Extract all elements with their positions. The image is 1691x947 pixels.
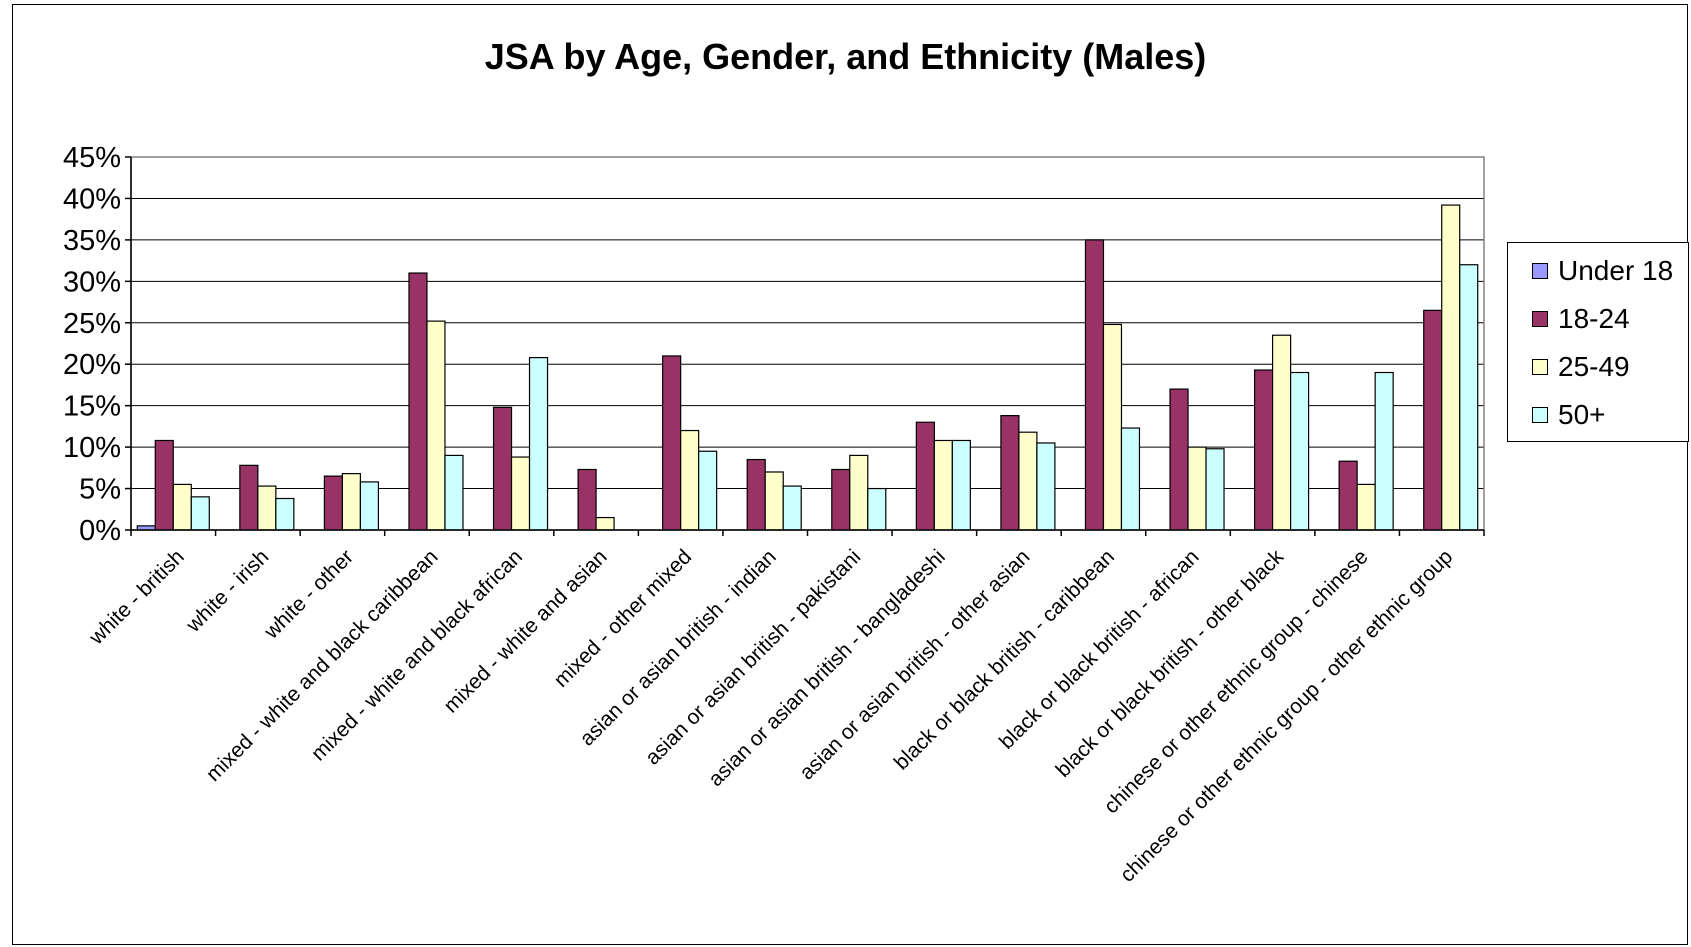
bar-18-24-mixed-white-and-asian bbox=[577, 468, 597, 531]
bar-25-49-white-irish bbox=[257, 485, 277, 531]
y-tick-label: 5% bbox=[79, 474, 121, 506]
y-tick-label: 0% bbox=[79, 515, 121, 547]
bar-18-24-asian-or-asian-british-indian bbox=[746, 458, 766, 531]
axes bbox=[125, 156, 1485, 536]
legend-label-18-24: 18-24 bbox=[1558, 303, 1630, 334]
bar-50-black-or-black-british-african bbox=[1205, 448, 1225, 531]
bar-50-asian-or-asian-british-bangladeshi bbox=[951, 439, 971, 531]
bar-50-black-or-black-british-caribbean bbox=[1120, 427, 1141, 531]
bar-25-49-mixed-white-and-black-african bbox=[510, 456, 531, 531]
y-tick-label: 45% bbox=[63, 142, 121, 174]
x-tick-label: white - irish bbox=[181, 545, 273, 637]
y-tick-label: 25% bbox=[63, 308, 121, 340]
bar-50-mixed-white-and-black-african bbox=[528, 356, 549, 531]
x-tick-label: mixed - white and asian bbox=[439, 545, 611, 717]
y-tick-label: 35% bbox=[63, 225, 121, 257]
bar-18-24-asian-or-asian-british-other-asian bbox=[1000, 415, 1020, 531]
bar-18-24-white-irish bbox=[239, 464, 259, 531]
y-tick-label: 40% bbox=[63, 183, 121, 215]
bar-50-chinese-or-other-ethnic-group-chinese bbox=[1374, 371, 1394, 531]
bar-25-49-white-other bbox=[341, 473, 362, 531]
bar-50-asian-or-asian-british-indian bbox=[782, 485, 802, 531]
y-tick-label: 10% bbox=[63, 432, 121, 464]
legend-swatch-50-plus bbox=[1532, 407, 1548, 423]
bar-25-49-mixed-other-mixed bbox=[680, 429, 700, 531]
legend-item-18-24: 18-24 bbox=[1532, 301, 1630, 337]
legend-swatch-25-49 bbox=[1532, 359, 1548, 375]
bar-18-24-mixed-white-and-black-caribbean bbox=[408, 272, 428, 531]
bar-25-49-black-or-black-british-other-black bbox=[1271, 334, 1292, 531]
bars bbox=[136, 204, 1479, 531]
y-tick-label: 30% bbox=[63, 266, 121, 298]
bar-25-49-chinese-or-other-ethnic-group-other-ethnic-group bbox=[1441, 204, 1461, 531]
bar-50-mixed-other-mixed bbox=[698, 450, 718, 531]
bar-50-white-british bbox=[190, 496, 210, 531]
bar-50-chinese-or-other-ethnic-group-other-ethnic-group bbox=[1459, 264, 1479, 531]
bar-50-black-or-black-british-other-black bbox=[1289, 371, 1310, 531]
bar-25-49-asian-or-asian-british-indian bbox=[764, 471, 784, 531]
bar-18-24-white-other bbox=[323, 475, 344, 531]
legend-item-under-18: Under 18 bbox=[1532, 253, 1673, 289]
bar-25-49-chinese-or-other-ethnic-group-chinese bbox=[1356, 483, 1376, 531]
legend-label-50-plus: 50+ bbox=[1558, 399, 1606, 430]
bar-18-24-chinese-or-other-ethnic-group-chinese bbox=[1338, 460, 1358, 531]
bar-25-49-asian-or-asian-british-bangladeshi bbox=[933, 439, 953, 531]
y-tick-label: 20% bbox=[63, 349, 121, 381]
legend: Under 18 18-24 25-49 50+ bbox=[1507, 242, 1689, 442]
legend-label-under-18: Under 18 bbox=[1558, 255, 1674, 286]
bar-18-24-asian-or-asian-british-pakistani bbox=[831, 468, 851, 531]
bar-18-24-chinese-or-other-ethnic-group-other-ethnic-group bbox=[1423, 309, 1443, 531]
legend-item-25-49: 25-49 bbox=[1532, 349, 1630, 385]
legend-label-25-49: 25-49 bbox=[1558, 351, 1630, 382]
bar-18-24-asian-or-asian-british-bangladeshi bbox=[915, 421, 935, 531]
bar-50-white-irish bbox=[275, 497, 295, 531]
bar-50-asian-or-asian-british-other-asian bbox=[1036, 442, 1056, 531]
bar-25-49-black-or-black-british-african bbox=[1187, 446, 1207, 531]
x-tick-label: mixed - other mixed bbox=[550, 545, 697, 692]
y-tick-label: 15% bbox=[63, 391, 121, 423]
bar-25-49-mixed-white-and-black-caribbean bbox=[426, 320, 446, 531]
legend-item-50-plus: 50+ bbox=[1532, 397, 1606, 433]
y-tick-labels: 0% 5% 10% 15% 20% 25% 30% 35% 40% 45% bbox=[63, 142, 121, 547]
bar-25-49-white-british bbox=[172, 483, 192, 531]
bar-18-24-black-or-black-british-caribbean bbox=[1084, 239, 1105, 531]
x-tick-label: white - british bbox=[84, 545, 188, 649]
bar-18-24-black-or-black-british-african bbox=[1169, 388, 1189, 531]
legend-swatch-under-18 bbox=[1532, 263, 1548, 279]
bar-25-49-mixed-white-and-asian bbox=[595, 516, 615, 531]
bar-18-24-white-british bbox=[154, 439, 174, 531]
bar-25-49-black-or-black-british-caribbean bbox=[1102, 323, 1123, 531]
bar-50-asian-or-asian-british-pakistani bbox=[867, 487, 887, 531]
bar-25-49-asian-or-asian-british-other-asian bbox=[1018, 431, 1038, 531]
bar-18-24-mixed-other-mixed bbox=[662, 355, 682, 531]
legend-swatch-18-24 bbox=[1532, 311, 1548, 327]
bar-50-white-other bbox=[359, 481, 380, 531]
bar-18-24-black-or-black-british-other-black bbox=[1253, 369, 1274, 531]
chart-title: JSA by Age, Gender, and Ethnicity (Males… bbox=[484, 36, 1207, 77]
bar-50-mixed-white-and-black-caribbean bbox=[444, 454, 464, 531]
bar-18-24-mixed-white-and-black-african bbox=[492, 406, 513, 531]
bar-25-49-asian-or-asian-british-pakistani bbox=[849, 454, 869, 531]
